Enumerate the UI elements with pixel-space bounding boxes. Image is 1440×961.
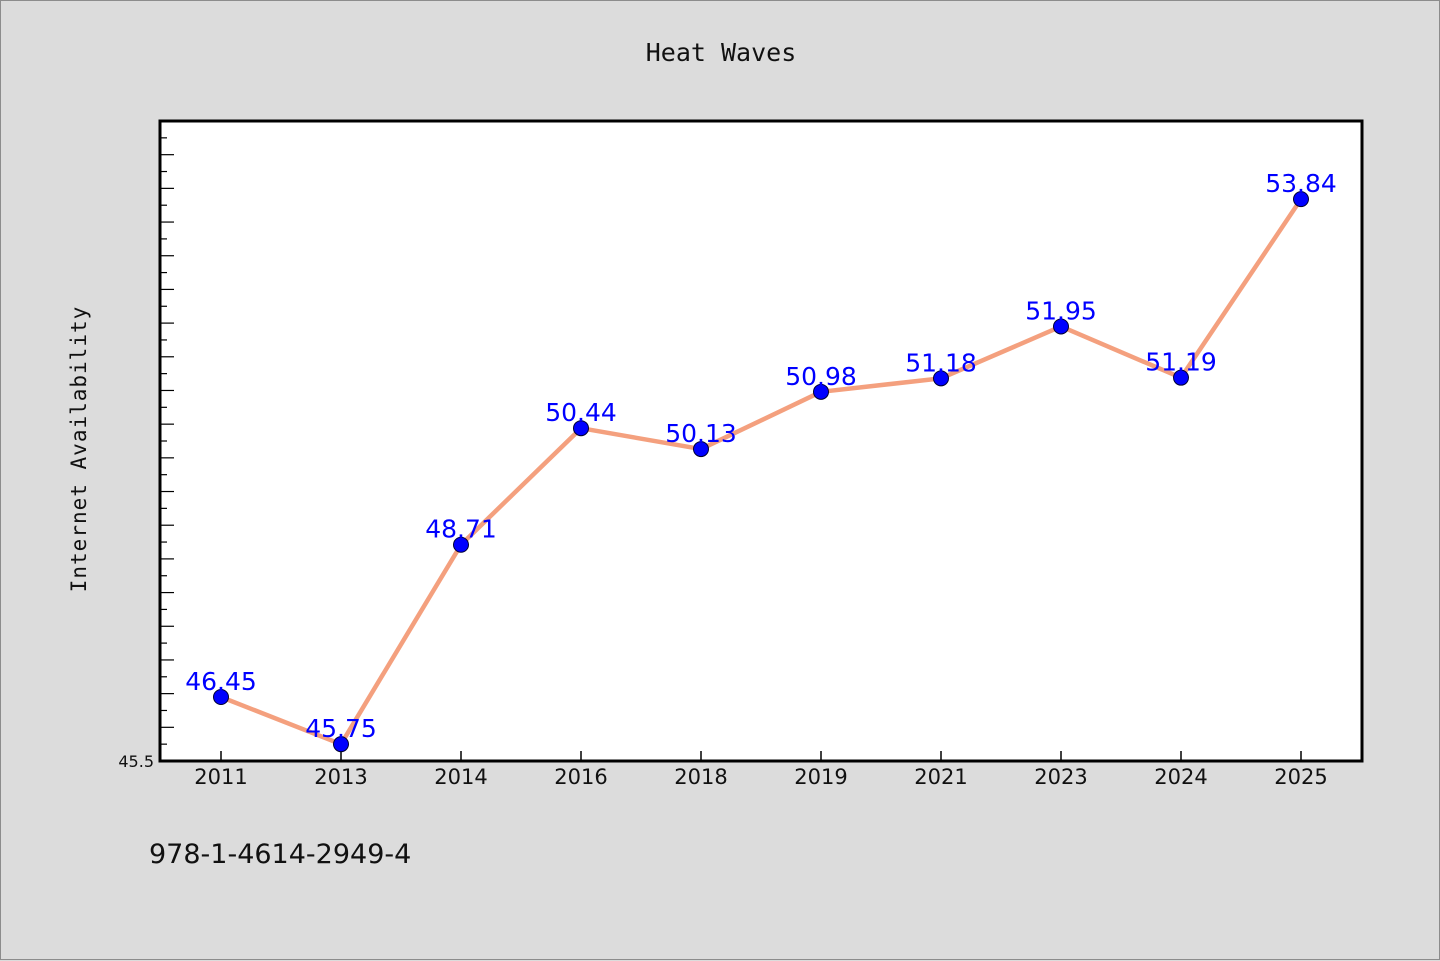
data-label: 50.13 [665,419,737,448]
series-line [218,196,1304,747]
y-axis-label: Internet Availability [67,306,91,593]
x-tick-label: 2018 [674,765,727,789]
data-point [693,441,709,458]
data-label: 50.44 [545,398,617,427]
data-point [1053,318,1069,335]
data-point [333,736,349,753]
x-tick-label: 2013 [314,765,367,789]
isbn-text: 978-1-4614-2949-4 [149,839,411,870]
x-tick-label: 2019 [794,765,847,789]
chart-title: Heat Waves [646,38,797,67]
x-axis-ticks: 2011 2013 2014 2016 2018 2019 2021 2023 2024 2025 [194,751,1328,789]
data-point [1293,191,1309,208]
data-label: 50.98 [785,362,857,391]
x-tick-label: 2024 [1154,765,1207,789]
plot-area [158,119,1364,763]
data-label: 53.84 [1265,169,1337,198]
x-tick-label: 2016 [554,765,607,789]
data-label: 51.95 [1025,296,1097,325]
x-tick-label: 2011 [194,765,247,789]
data-point [813,383,829,400]
data-label: 51.18 [905,348,977,377]
y-axis-ticks [160,120,174,762]
data-labels: 46.45 45.75 48.71 50.44 50.13 50.98 51.18 51.95… [185,169,1337,743]
data-point [573,420,589,437]
data-point [933,370,949,387]
x-tick-label: 2023 [1034,765,1087,789]
series-markers [213,191,1309,753]
data-point [1173,369,1189,386]
data-label: 46.45 [185,667,257,696]
data-label: 48.71 [425,515,497,544]
x-tick-label: 2025 [1274,765,1327,789]
x-tick-label: 2021 [914,765,967,789]
data-label: 45.75 [305,714,377,743]
x-tick-label: 2014 [434,765,487,789]
y-tick-label: 45.5 [118,752,154,771]
data-point [453,536,469,553]
data-point [213,689,229,705]
data-label: 51.19 [1145,348,1217,377]
